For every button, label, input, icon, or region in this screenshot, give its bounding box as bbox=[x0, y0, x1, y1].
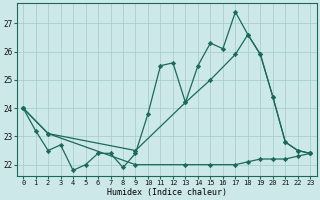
X-axis label: Humidex (Indice chaleur): Humidex (Indice chaleur) bbox=[107, 188, 227, 197]
